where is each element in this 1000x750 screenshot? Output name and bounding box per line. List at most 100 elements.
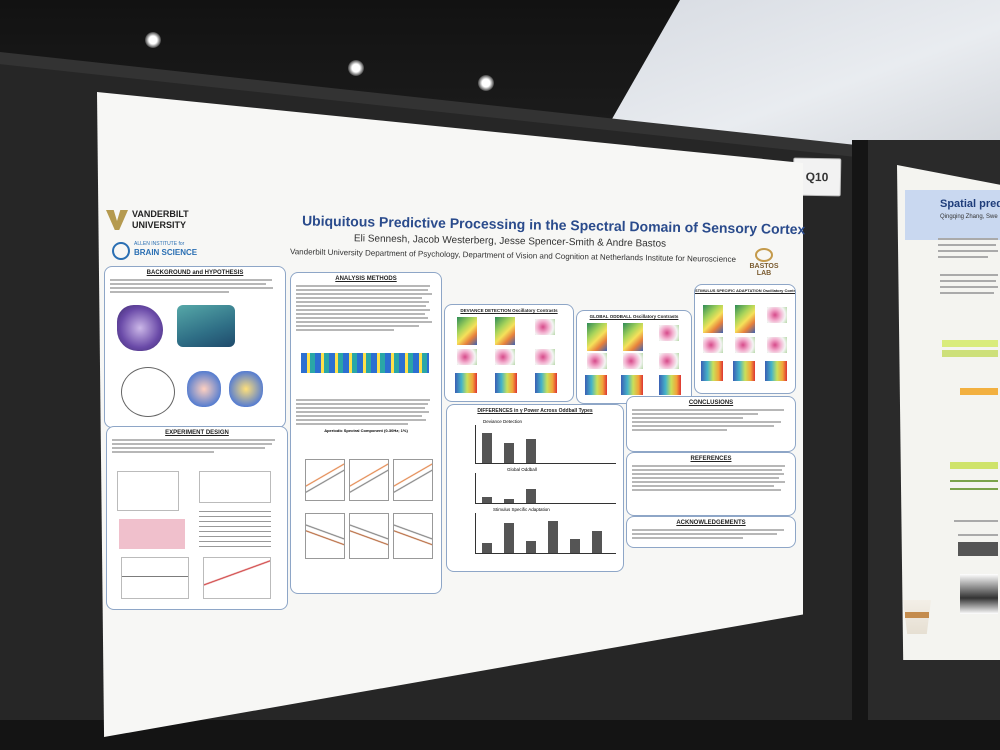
probe-figure <box>199 471 271 503</box>
heatmap <box>535 373 557 393</box>
heatmap <box>703 305 723 333</box>
heatmap <box>457 317 477 345</box>
panel-analysis-methods: ANALYSIS METHODS Aperiodic Spectral Comp… <box>290 272 442 594</box>
chart-title: Deviance Detection <box>483 419 523 424</box>
heatmap <box>495 317 515 345</box>
highlight-box <box>950 462 998 469</box>
text-line <box>940 280 996 282</box>
bar <box>504 523 514 553</box>
panel-heading: ACKNOWLEDGEMENTS <box>676 520 746 526</box>
panel-gamma-differences: DIFFERENCES in γ Power Across Oddball Ty… <box>446 404 624 572</box>
heatmap <box>659 325 679 341</box>
allen-institute-logo: ALLEN INSTITUTE for BRAIN SCIENCE <box>112 240 222 264</box>
panel-text <box>112 439 282 453</box>
bastos-lab-logo: BASTOS LAB <box>745 248 783 278</box>
bar <box>482 543 492 553</box>
text-line <box>938 244 996 246</box>
text-line <box>940 286 998 288</box>
spectrogram-strip <box>301 353 429 373</box>
bar-chart-global <box>475 473 616 504</box>
panel-acknowledgements: ACKNOWLEDGEMENTS <box>626 516 796 548</box>
chart-title: Stimulus Specific Adaptation <box>493 507 550 512</box>
adjacent-poster-header <box>905 190 1000 240</box>
logo-text: ALLEN INSTITUTE for <box>134 241 185 247</box>
brain-slice-figure <box>117 305 163 351</box>
panel-text <box>632 529 790 539</box>
chart-title: Global Oddball <box>507 467 537 472</box>
text-line <box>940 274 998 276</box>
panel-text <box>632 465 790 491</box>
panel-conclusions: CONCLUSIONS <box>626 396 796 452</box>
heatmap <box>455 373 477 393</box>
panel-heading: ANALYSIS METHODS <box>335 276 397 282</box>
heatmap <box>623 323 643 351</box>
panel-heading: DEVIANCE DETECTION Oscillatory Contrasts <box>460 308 558 313</box>
bar <box>504 443 514 463</box>
board-pole <box>852 140 868 750</box>
panel-experiment-design: EXPERIMENT DESIGN <box>106 426 288 610</box>
logo-text: VANDERBILT <box>132 209 189 219</box>
panel-background: BACKGROUND and HYPOTHESIS <box>104 266 286 428</box>
periodic-plot <box>349 513 389 559</box>
panel-heading: EXPERIMENT DESIGN <box>165 430 229 436</box>
panel-global-oddball: GLOBAL ODDBALL Oscillatory Contrasts <box>576 310 692 404</box>
bar <box>526 489 536 503</box>
ceiling-light <box>348 60 364 76</box>
bar <box>482 497 492 503</box>
bar <box>482 433 492 463</box>
aperiodic-plot <box>305 459 345 501</box>
heatmap <box>735 337 755 353</box>
logo-text: UNIVERSITY <box>132 220 187 230</box>
panel-text <box>296 285 436 331</box>
bastos-ring-icon <box>755 248 773 262</box>
bar-chart-deviance <box>475 425 616 464</box>
heatmap <box>733 361 755 381</box>
panel-heading: CONCLUSIONS <box>688 400 734 406</box>
heatmap <box>659 353 679 369</box>
ceiling-light <box>145 32 161 48</box>
panel-deviance-detection: DEVIANCE DETECTION Oscillatory Contrasts <box>444 304 574 402</box>
text-line <box>950 480 998 482</box>
brain-figure <box>229 371 263 407</box>
panel-heading: DIFFERENCES in γ Power Across Oddball Ty… <box>477 408 593 414</box>
heatmap <box>587 353 607 369</box>
panel-text <box>296 399 436 425</box>
text-line <box>940 292 994 294</box>
adjacent-poster-authors: Qingqing Zhang, Swe <box>940 214 998 220</box>
paper-cup-band <box>905 612 929 618</box>
ceiling-light <box>478 75 494 91</box>
heatmap <box>495 349 515 365</box>
heatmap <box>535 319 555 335</box>
heatmap <box>495 373 517 393</box>
panel-heading: REFERENCES <box>690 456 732 462</box>
bar <box>570 539 580 553</box>
panel-references: REFERENCES <box>626 452 796 516</box>
vanderbilt-logo: VANDERBILT UNIVERSITY <box>106 208 226 240</box>
panel-text <box>632 409 790 431</box>
text-line <box>950 488 998 490</box>
sequence-figure <box>119 519 185 549</box>
circuit-diagram <box>121 367 175 417</box>
heatmap <box>767 307 787 323</box>
text-line <box>958 534 998 536</box>
logo-text: BASTOS LAB <box>749 263 779 277</box>
text-line <box>954 520 998 522</box>
heatmap <box>457 349 477 365</box>
timecourse-figure <box>121 557 189 599</box>
heatmap <box>703 337 723 353</box>
heatmap <box>701 361 723 381</box>
bar <box>526 541 536 553</box>
bar <box>548 521 558 553</box>
figure-caption: Aperiodic Spectral Component (0-30Hz; 1%… <box>324 428 408 433</box>
heatmap <box>621 375 643 395</box>
panel-text <box>110 279 280 293</box>
allen-circle-icon <box>112 242 130 260</box>
figure <box>960 574 998 614</box>
setup-figure <box>117 471 179 511</box>
highlight-box <box>960 388 998 395</box>
bar <box>526 439 536 463</box>
highlight-box <box>942 340 998 347</box>
text-line <box>938 250 998 252</box>
heatmap <box>767 337 787 353</box>
adjacent-poster-title: Spatial predict <box>940 198 1000 210</box>
